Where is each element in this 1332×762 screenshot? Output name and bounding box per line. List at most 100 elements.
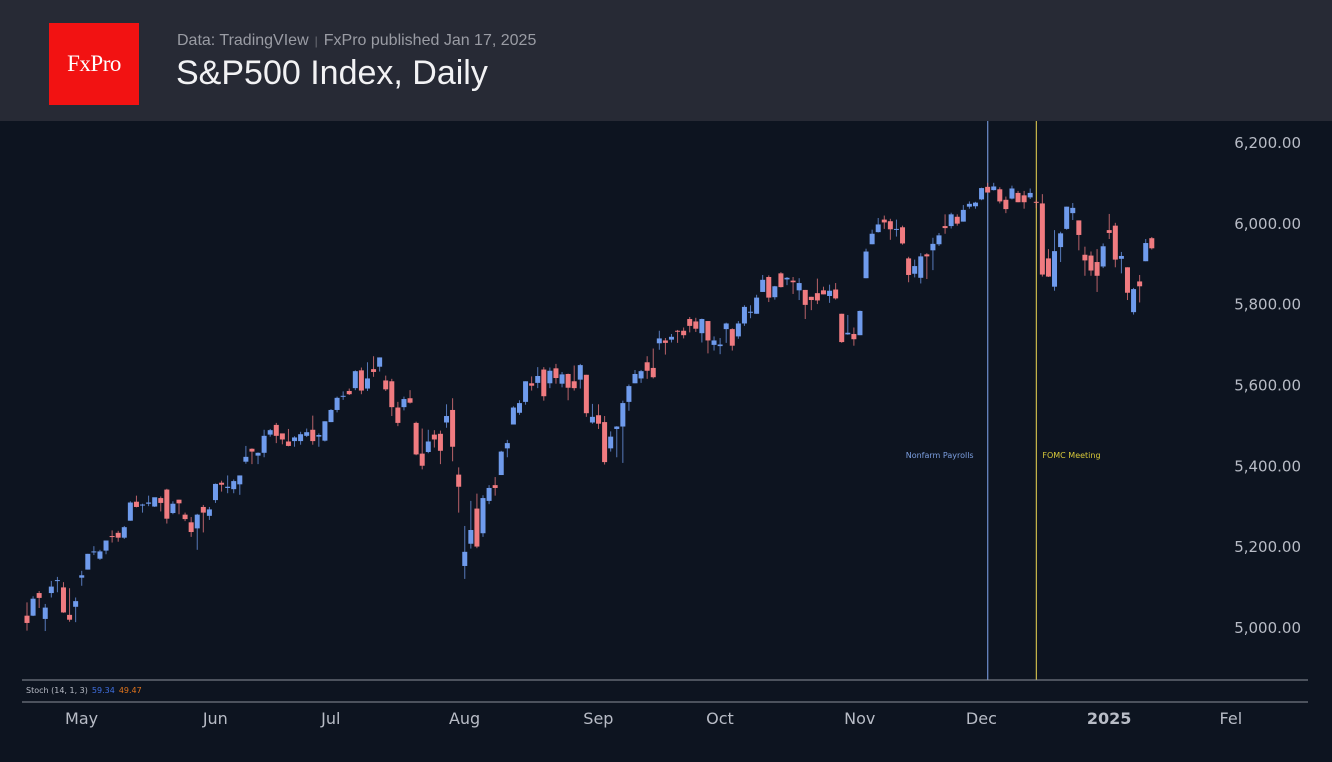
- candle: [766, 275, 772, 303]
- candle: [760, 274, 766, 292]
- candle: [936, 232, 942, 246]
- candle-body: [656, 338, 662, 344]
- candle: [656, 330, 662, 350]
- candle-body: [626, 386, 632, 402]
- candle-body: [979, 188, 985, 200]
- candle-body: [1064, 206, 1070, 229]
- candle-body: [389, 381, 395, 408]
- candle-body: [857, 310, 863, 336]
- candle: [1143, 239, 1149, 262]
- candle: [1088, 251, 1094, 276]
- candle: [298, 431, 304, 445]
- candle: [735, 321, 741, 339]
- candle-body: [991, 186, 997, 191]
- candle: [887, 218, 893, 240]
- candle-body: [571, 381, 577, 389]
- candle: [881, 215, 887, 229]
- candle-body: [516, 403, 522, 413]
- candle-body: [1124, 267, 1130, 293]
- candle: [255, 452, 261, 465]
- candle: [48, 580, 54, 598]
- candle-body: [1009, 188, 1015, 199]
- candle: [979, 187, 985, 201]
- candle: [614, 426, 620, 458]
- candle: [583, 374, 589, 417]
- candle: [523, 381, 529, 405]
- candle-body: [924, 254, 930, 257]
- candle-body: [565, 373, 571, 388]
- candle-body: [200, 506, 206, 513]
- candle: [541, 367, 547, 401]
- event-label: Nonfarm Payrolls: [906, 451, 974, 460]
- candle: [1076, 220, 1082, 251]
- candle-body: [1058, 233, 1064, 248]
- candle: [225, 475, 231, 494]
- candle-body: [893, 228, 899, 230]
- candle-body: [261, 435, 267, 453]
- candle-body: [182, 514, 188, 520]
- candle: [115, 530, 121, 542]
- stoch-d-value: 49.47: [119, 686, 142, 695]
- candle: [176, 499, 182, 515]
- candle: [462, 525, 468, 579]
- candle: [1045, 249, 1051, 277]
- candle: [668, 333, 674, 343]
- candle-body: [48, 586, 54, 594]
- candle-body: [535, 376, 541, 383]
- candle: [97, 549, 103, 560]
- candle: [784, 276, 790, 286]
- candle: [1094, 249, 1100, 292]
- candle-body: [340, 395, 346, 397]
- candle-body: [67, 614, 73, 620]
- candle-body: [164, 489, 170, 519]
- candle: [535, 367, 541, 389]
- x-tick-label: Jul: [320, 709, 340, 728]
- candle-body: [334, 397, 340, 410]
- candle: [960, 205, 966, 222]
- candle: [261, 429, 267, 458]
- candle-body: [346, 390, 352, 395]
- candle-body: [328, 409, 334, 423]
- candle-body: [529, 383, 535, 386]
- candle-body: [802, 289, 808, 305]
- candle: [602, 416, 608, 465]
- candle: [450, 398, 456, 462]
- candle-body: [219, 482, 225, 485]
- candle-body: [748, 311, 754, 313]
- candle: [918, 253, 924, 284]
- candle-body: [468, 530, 474, 544]
- candle-body: [24, 615, 30, 623]
- candle-body: [292, 437, 298, 442]
- y-tick-label: 5,200.00: [1234, 538, 1301, 556]
- candle: [912, 259, 918, 278]
- candle-body: [693, 321, 699, 329]
- candle: [991, 182, 997, 191]
- candle-body: [237, 475, 243, 485]
- candle: [1106, 213, 1112, 239]
- candle-body: [912, 266, 918, 274]
- candle: [164, 488, 170, 524]
- candle-body: [1076, 220, 1082, 235]
- candle: [334, 396, 340, 413]
- candle: [906, 256, 912, 283]
- candle-body: [668, 336, 674, 340]
- candle-body: [887, 221, 893, 230]
- candle-body: [109, 536, 115, 538]
- candle-body: [972, 202, 978, 207]
- x-tick-label: Nov: [844, 709, 875, 728]
- candle: [346, 388, 352, 396]
- candle: [553, 363, 559, 384]
- candle: [1064, 206, 1070, 230]
- candle: [377, 357, 383, 372]
- candle: [389, 378, 395, 417]
- candle-body: [1015, 192, 1021, 203]
- candle: [547, 367, 553, 389]
- candle: [1021, 190, 1027, 209]
- candle-body: [91, 551, 97, 553]
- candle-body: [589, 416, 595, 423]
- candle: [243, 445, 249, 464]
- candle: [948, 212, 954, 229]
- candle-body: [766, 276, 772, 298]
- candle-body: [711, 340, 717, 345]
